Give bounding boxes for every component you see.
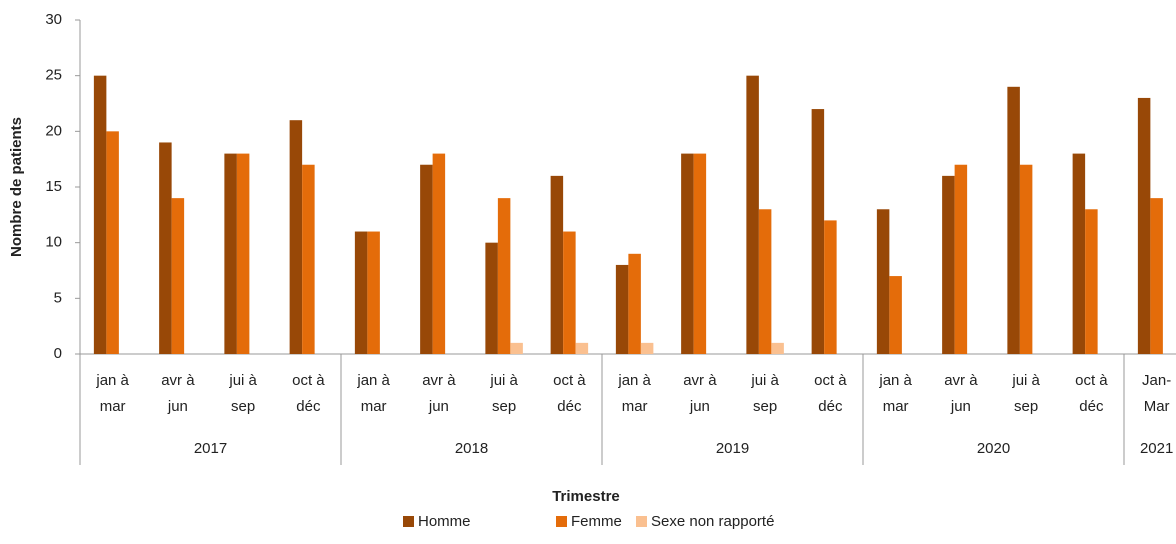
bar (510, 342, 523, 354)
y-tick-label: 10 (45, 234, 62, 251)
bar (824, 220, 837, 354)
bar (1019, 164, 1033, 354)
bar (889, 276, 902, 354)
x-tick-label: jan à (95, 372, 129, 389)
x-tick-label: sep (753, 398, 777, 415)
bar (811, 109, 825, 354)
bar (171, 198, 185, 354)
bar (1085, 209, 1098, 354)
legend-label: Homme (418, 513, 471, 530)
bar (432, 153, 446, 354)
bar (615, 264, 629, 354)
y-tick-label: 30 (45, 11, 62, 28)
bar (640, 342, 654, 354)
x-axis-label: Trimestre (552, 488, 620, 505)
bar (771, 342, 784, 354)
bar (563, 231, 576, 354)
group-label: 2018 (455, 440, 488, 457)
bar (1072, 153, 1086, 354)
x-tick-label: oct à (1075, 372, 1108, 389)
x-tick-label: jui à (228, 372, 257, 389)
x-tick-label: déc (296, 398, 321, 415)
bar (236, 153, 250, 354)
x-tick-label: avr à (944, 372, 978, 389)
x-tick-label: déc (818, 398, 843, 415)
bar (302, 164, 315, 354)
y-tick-label: 25 (45, 67, 62, 84)
group-label: 2017 (194, 440, 227, 457)
bar (746, 75, 759, 355)
x-tick-label: jan à (617, 372, 651, 389)
bar (628, 253, 641, 354)
x-tick-label: mar (100, 398, 126, 415)
x-tick-label: avr à (161, 372, 195, 389)
x-tick-label: mar (622, 398, 648, 415)
x-tick-label: jui à (750, 372, 779, 389)
bar (354, 231, 368, 354)
x-tick-label: sep (492, 398, 516, 415)
x-tick-label: oct à (553, 372, 586, 389)
bar (681, 153, 694, 354)
x-tick-label: avr à (422, 372, 456, 389)
bar (159, 142, 172, 354)
y-tick-label: 15 (45, 178, 62, 195)
x-tick-label: jan à (356, 372, 390, 389)
group-label: 2020 (977, 440, 1010, 457)
bar (367, 231, 380, 354)
group-label: 2021 (1140, 440, 1173, 457)
bar (93, 75, 107, 355)
bar (758, 209, 772, 354)
legend-swatch (556, 516, 567, 527)
y-tick-label: 5 (54, 289, 62, 306)
x-tick-label: déc (557, 398, 582, 415)
legend-swatch (403, 516, 414, 527)
x-tick-label: sep (231, 398, 255, 415)
x-tick-label: jui à (1011, 372, 1040, 389)
bar (289, 120, 303, 354)
bar (106, 131, 119, 354)
x-tick-label: avr à (683, 372, 717, 389)
x-tick-label: jun (428, 398, 449, 415)
bar (693, 153, 707, 354)
bar (485, 242, 498, 354)
bar (1150, 198, 1163, 354)
x-tick-label: déc (1079, 398, 1104, 415)
bar (575, 342, 589, 354)
x-tick-label: mar (361, 398, 387, 415)
x-tick-label: sep (1014, 398, 1038, 415)
bar (420, 164, 433, 354)
y-tick-label: 0 (54, 345, 62, 362)
x-tick-label: Mar (1144, 398, 1170, 415)
x-tick-label: jan à (878, 372, 912, 389)
x-tick-label: oct à (292, 372, 325, 389)
x-tick-label: mar (883, 398, 909, 415)
bar (876, 209, 890, 354)
bar (942, 175, 955, 354)
bar (224, 153, 237, 354)
x-tick-label: jui à (489, 372, 518, 389)
bar (1007, 86, 1020, 355)
x-tick-label: jun (167, 398, 188, 415)
x-tick-label: jun (689, 398, 710, 415)
bar (954, 164, 968, 354)
group-label: 2019 (716, 440, 749, 457)
y-tick-label: 20 (45, 122, 62, 139)
y-axis-label: Nombre de patients (8, 117, 25, 257)
bar (1137, 97, 1151, 354)
bar (497, 198, 511, 354)
legend-swatch (636, 516, 647, 527)
legend-label: Femme (571, 513, 622, 530)
x-tick-label: jun (950, 398, 971, 415)
x-tick-label: oct à (814, 372, 847, 389)
bar (550, 175, 564, 354)
x-tick-label: Jan- (1142, 372, 1171, 389)
legend-label: Sexe non rapporté (651, 513, 774, 530)
